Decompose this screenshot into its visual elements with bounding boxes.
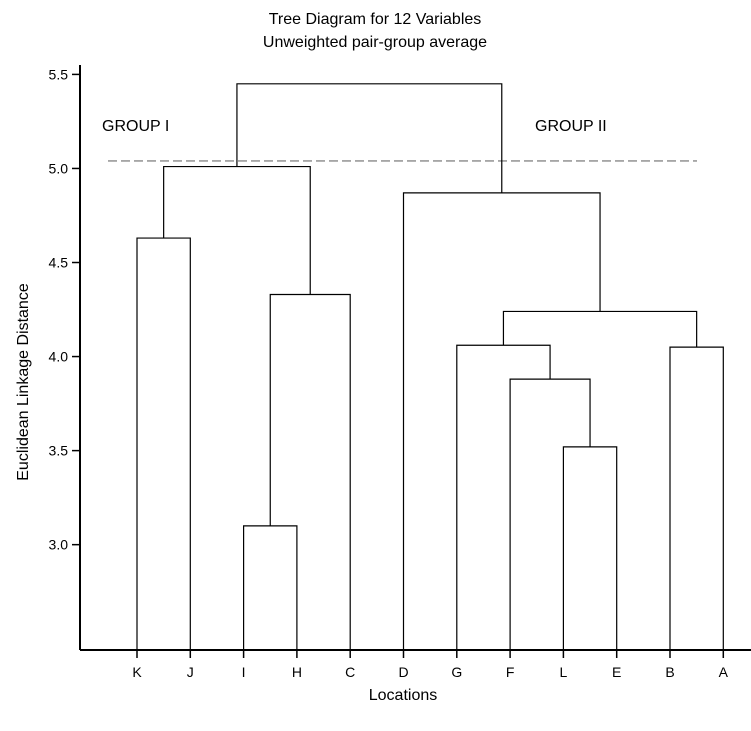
- x-tick-label-f: F: [506, 664, 515, 680]
- y-tick-label: 4.0: [49, 349, 69, 365]
- dendrogram-link-5: [456, 344, 551, 650]
- y-tick-label: 5.0: [49, 160, 69, 176]
- y-axis-label: Euclidean Linkage Distance: [15, 283, 32, 481]
- dendrogram-links: [136, 83, 724, 650]
- x-tick-label-c: C: [345, 664, 355, 680]
- group-two-label: GROUP II: [535, 118, 607, 135]
- dendrogram-link-10: [163, 165, 311, 295]
- y-tick-label: 3.5: [49, 443, 69, 459]
- x-tick-label-b: B: [665, 664, 674, 680]
- x-tick-label-i: I: [242, 664, 246, 680]
- dendrogram-link-11: [236, 83, 503, 193]
- x-tick-label-e: E: [612, 664, 621, 680]
- dendrogram-link-4: [669, 346, 724, 650]
- x-tick-label-j: J: [187, 664, 194, 680]
- group-one-label: GROUP I: [102, 118, 169, 135]
- chart-title: Tree Diagram for 12 Variables: [269, 11, 482, 28]
- y-tick-label: 3.0: [49, 537, 69, 553]
- y-tick-label: 4.5: [49, 255, 69, 271]
- dendrogram-link-1: [243, 525, 298, 650]
- x-tick-label-l: L: [560, 664, 568, 680]
- dendrogram-link-2: [562, 446, 618, 650]
- x-tick-label-d: D: [398, 664, 408, 680]
- y-tick-layer: 3.0 3.5 4.0 4.5 5.0 5.5: [49, 66, 80, 553]
- dendrogram-link-7: [269, 293, 351, 650]
- dendrogram-link-8: [136, 237, 191, 650]
- dendrogram-link-3: [509, 378, 591, 650]
- x-tick-label-h: H: [292, 664, 302, 680]
- x-tick-label-a: A: [719, 664, 729, 680]
- y-tick-label: 5.5: [49, 66, 69, 82]
- x-tick-label-k: K: [132, 664, 142, 680]
- dendrogram-link-9: [402, 192, 601, 650]
- x-axis-label: Locations: [369, 687, 438, 704]
- chart-subtitle: Unweighted pair-group average: [263, 34, 487, 51]
- x-tick-label-g: G: [451, 664, 462, 680]
- dendrogram-link-6: [502, 310, 698, 348]
